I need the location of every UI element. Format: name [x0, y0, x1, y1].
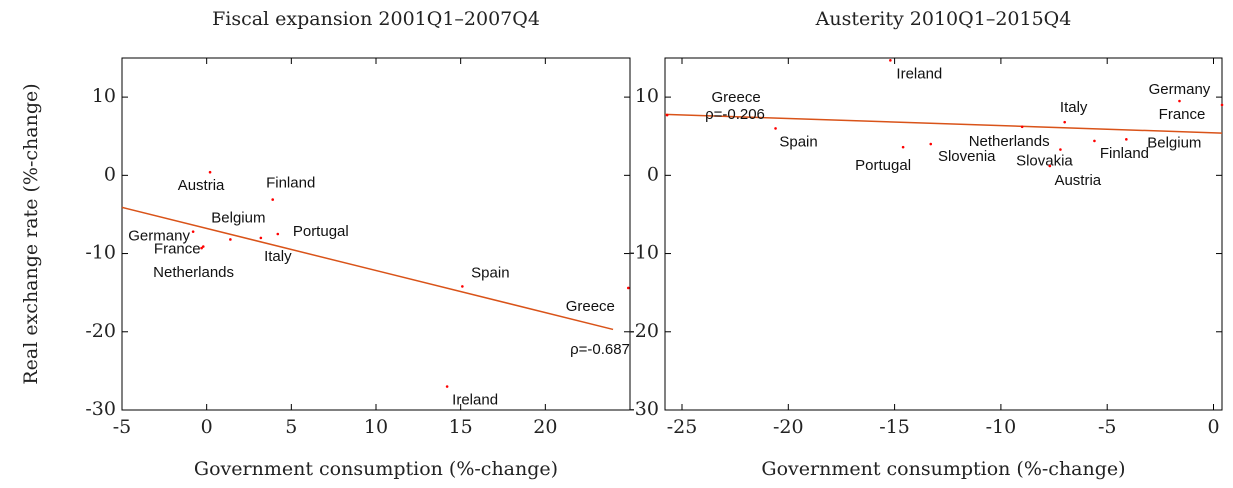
data-point — [229, 238, 232, 241]
x-tick-label: -20 — [773, 416, 804, 438]
point-label: Austria — [178, 177, 225, 194]
y-tick-label: 10 — [92, 85, 116, 107]
data-point — [1048, 164, 1052, 168]
y-tick-label: -20 — [628, 320, 659, 342]
y-axis-label: Real exchange rate (%-change) — [20, 83, 42, 384]
x-tick-label: 15 — [449, 416, 473, 438]
x-tick-label: 0 — [201, 416, 213, 438]
data-point — [271, 198, 275, 201]
correlation-annotation: ρ=-0.206 — [705, 106, 765, 123]
y-tick-label: -30 — [85, 398, 116, 420]
point-label: Slovakia — [1016, 152, 1073, 169]
data-point — [627, 286, 630, 290]
y-tick-label: -10 — [85, 242, 116, 264]
data-point — [276, 232, 280, 236]
x-tick-label: -5 — [1098, 416, 1117, 438]
y-tick-label: -20 — [85, 320, 116, 342]
point-label: Portugal — [293, 223, 349, 240]
data-point — [889, 59, 892, 62]
plot-frame — [121, 57, 631, 411]
data-point — [208, 170, 212, 174]
x-axis-label: Government consumption (%-change) — [194, 458, 558, 480]
x-axis-label: Government consumption (%-change) — [761, 458, 1125, 480]
point-label: Slovenia — [938, 148, 996, 165]
y-tick-label: 0 — [104, 163, 116, 185]
x-tick-label: -5 — [113, 416, 132, 438]
data-point — [1093, 139, 1096, 143]
x-tick-label: 20 — [533, 416, 557, 438]
point-label: Finland — [266, 175, 315, 192]
data-point — [1220, 103, 1224, 107]
chart-title: Fiscal expansion 2001Q1–2007Q4 — [212, 8, 540, 30]
data-point — [665, 113, 669, 117]
point-label: Netherlands — [969, 133, 1050, 150]
y-tick-label: 0 — [647, 163, 659, 185]
data-point — [200, 246, 203, 250]
x-tick-label: 10 — [364, 416, 388, 438]
point-label: Italy — [264, 248, 292, 265]
x-tick-label: -10 — [986, 416, 1017, 438]
chart-title: Austerity 2010Q1–2015Q4 — [815, 8, 1072, 30]
data-point — [1063, 120, 1066, 124]
data-point — [461, 285, 464, 288]
x-tick-label: -15 — [879, 416, 910, 438]
point-label: Portugal — [855, 157, 911, 174]
point-label: Spain — [471, 264, 509, 281]
point-label: France — [154, 240, 201, 257]
data-point — [191, 230, 195, 233]
point-label: France — [1159, 106, 1206, 123]
point-label: Italy — [1060, 99, 1088, 116]
data-point — [1020, 125, 1024, 129]
point-label: Ireland — [452, 392, 498, 409]
y-tick-label: -10 — [628, 242, 659, 264]
point-label: Belgium — [1147, 134, 1201, 151]
data-point — [901, 145, 905, 149]
x-tick-label: -25 — [667, 416, 698, 438]
fit-line — [121, 206, 614, 331]
data-point — [929, 142, 933, 146]
data-point — [774, 127, 777, 130]
point-label: Austria — [1054, 172, 1101, 189]
data-point — [1059, 148, 1062, 151]
data-point — [201, 245, 205, 248]
point-label: Belgium — [211, 209, 265, 226]
plot-frame — [664, 57, 1223, 411]
point-label: Finland — [1100, 145, 1149, 162]
x-tick-label: 5 — [285, 416, 297, 438]
point-label: Germany — [1149, 81, 1211, 98]
x-tick-label: 0 — [1207, 416, 1219, 438]
data-point — [445, 385, 449, 388]
point-label: Greece — [712, 89, 761, 106]
point-label: Germany — [128, 228, 190, 245]
y-tick-label: 10 — [635, 85, 659, 107]
data-point — [1125, 138, 1128, 141]
data-point — [259, 236, 263, 240]
point-label: Spain — [779, 133, 817, 150]
data-point — [1178, 99, 1181, 103]
point-label: Ireland — [896, 65, 942, 82]
point-label: Greece — [566, 298, 615, 315]
y-tick-label: -30 — [628, 398, 659, 420]
correlation-annotation: ρ=-0.687 — [570, 341, 630, 358]
fit-line — [664, 113, 1223, 134]
point-label: Netherlands — [153, 264, 234, 281]
